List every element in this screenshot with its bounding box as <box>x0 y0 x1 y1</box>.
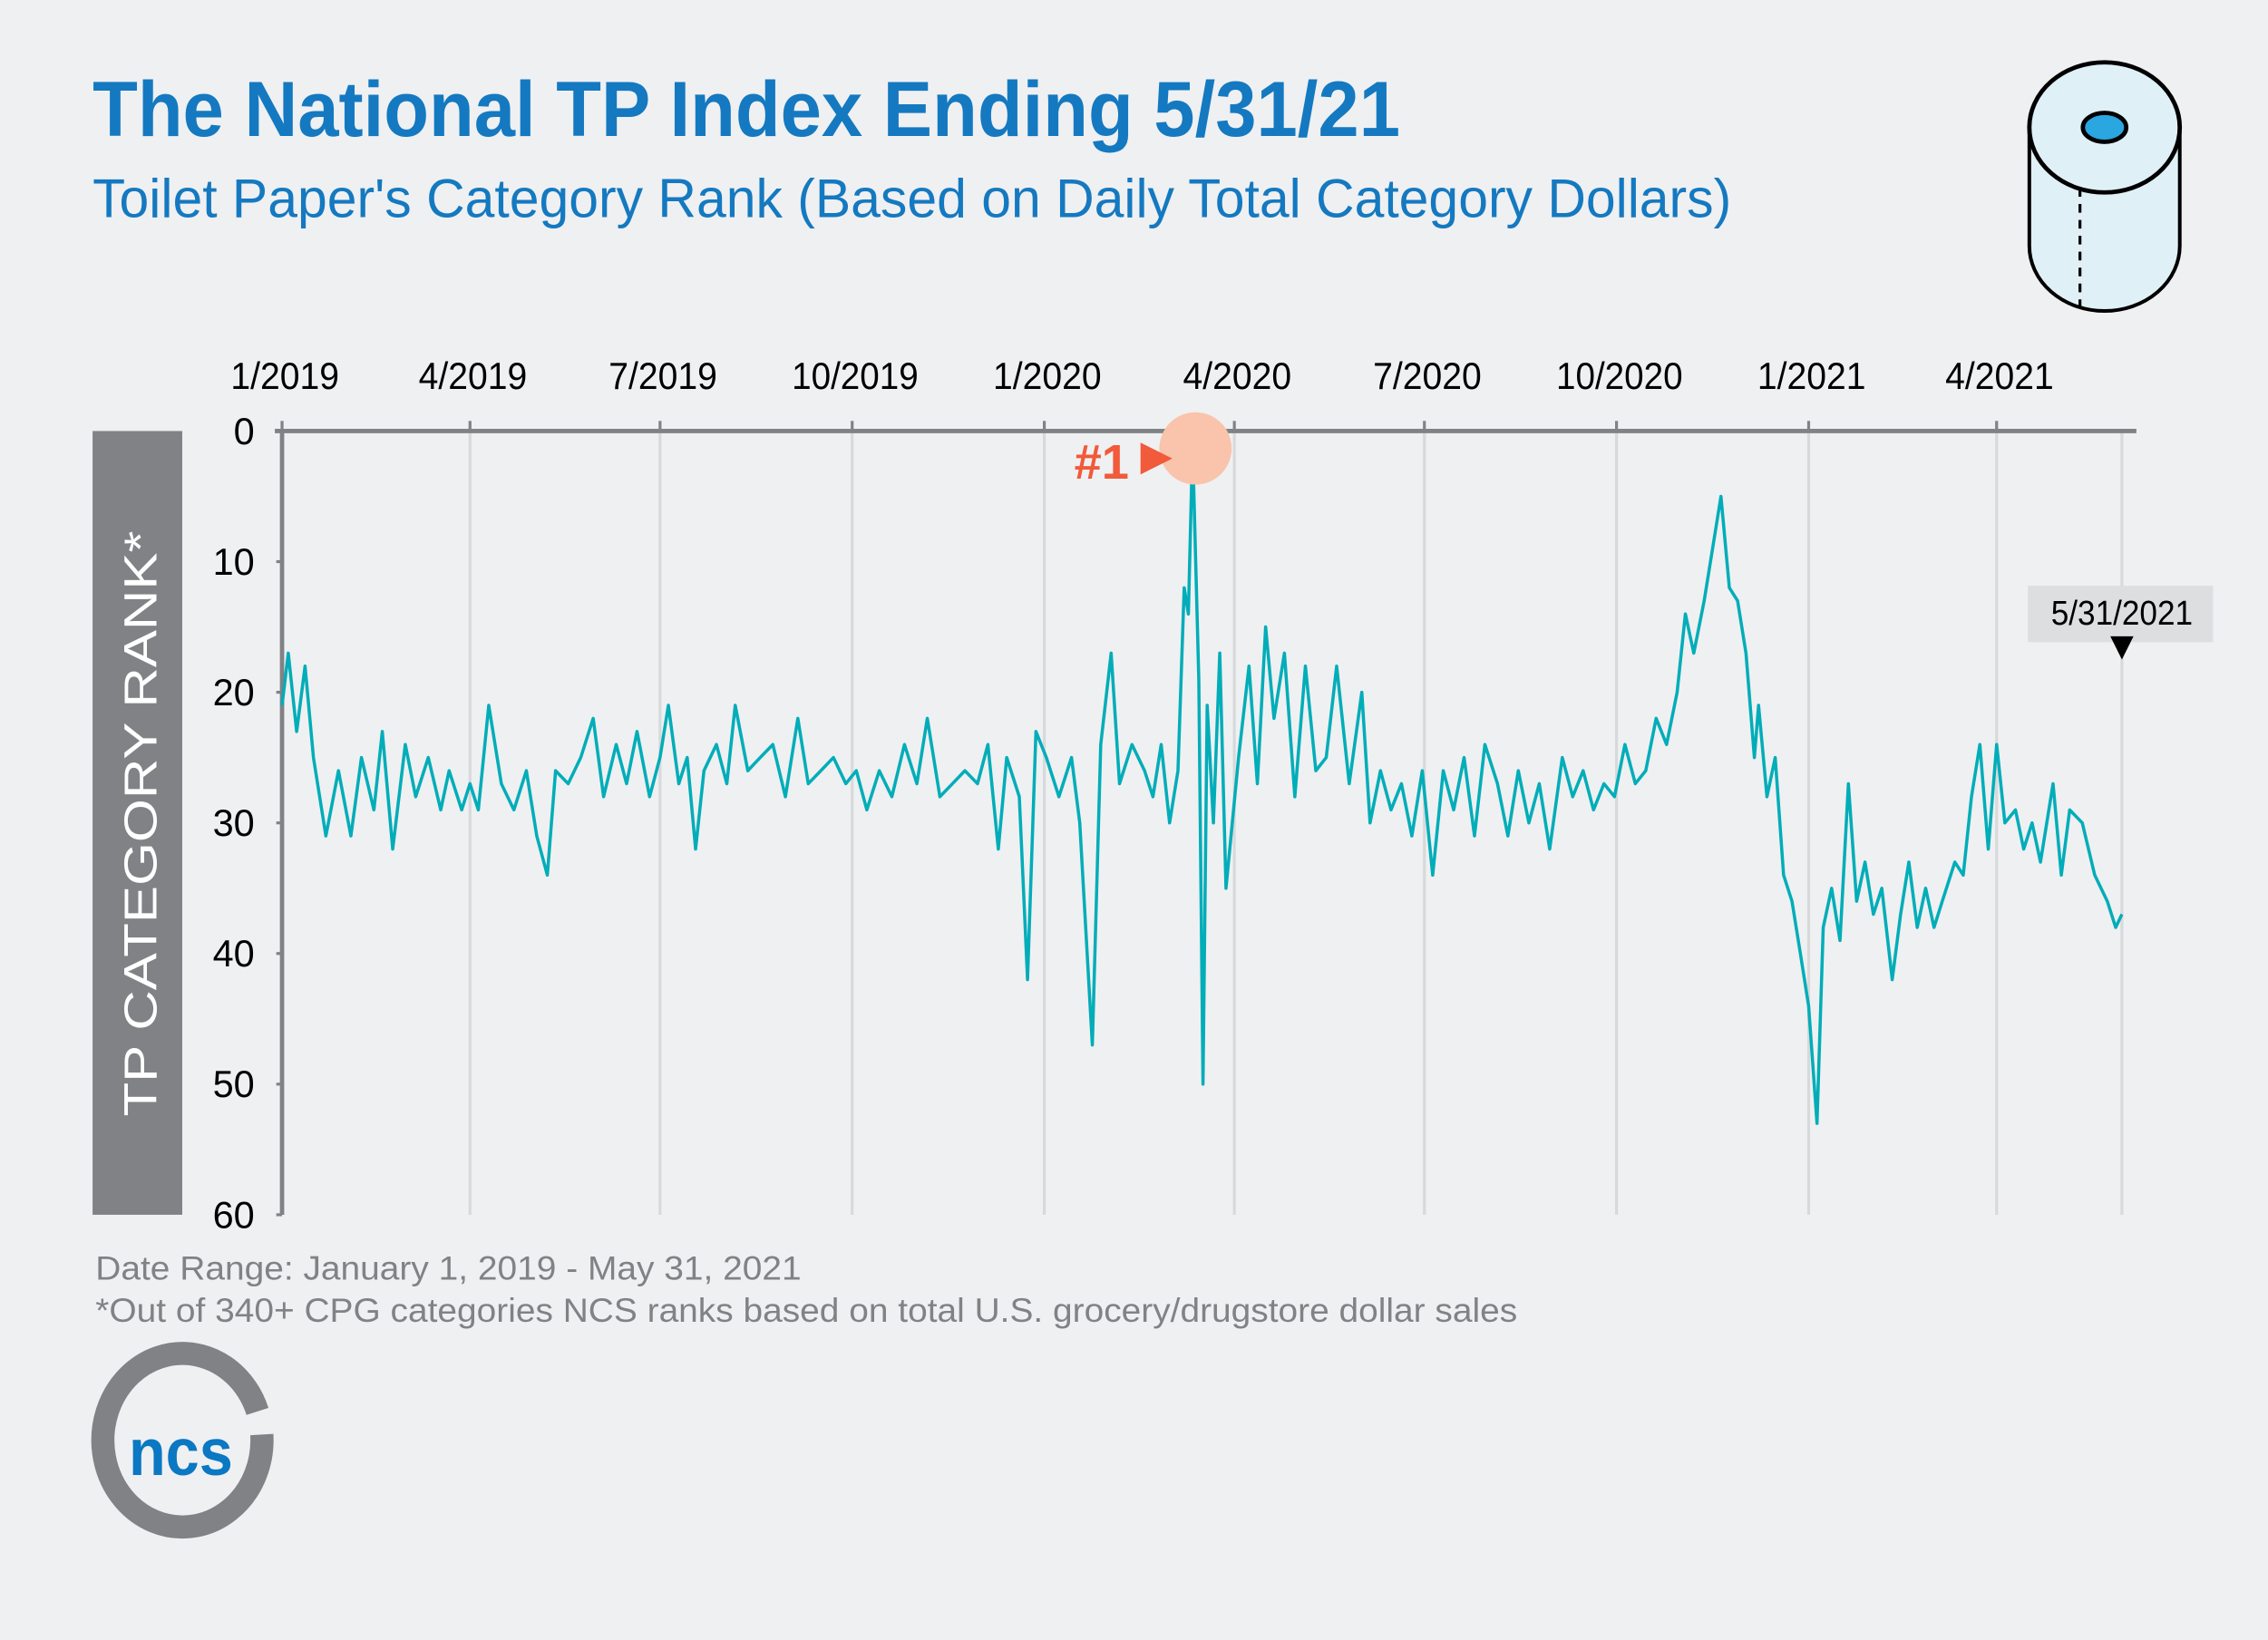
x-tick-label: 1/2020 <box>993 354 1102 397</box>
y-tick-labels: 0 10 20 30 40 50 60 <box>213 410 255 1237</box>
ncs-logo-text: ncs <box>129 1415 233 1490</box>
peak-label: #1 <box>1075 435 1129 490</box>
y-tick-label: 10 <box>213 540 255 583</box>
x-tick-label: 4/2021 <box>1945 354 2054 397</box>
x-tick-label: 1/2019 <box>230 354 339 397</box>
end-date-arrow-icon <box>2110 636 2134 660</box>
toilet-paper-roll-icon <box>2027 60 2183 313</box>
peak-annotation: #1 <box>1075 412 1232 490</box>
x-tick-label: 4/2019 <box>419 354 528 397</box>
gridlines <box>468 431 2124 1215</box>
end-date-annotation: 5/31/2021 <box>2028 586 2214 660</box>
y-tick-label: 40 <box>213 932 255 975</box>
y-tick-label: 50 <box>213 1063 255 1105</box>
x-tick-label: 7/2020 <box>1373 354 1482 397</box>
date-range-note: Date Range: January 1, 2019 - May 31, 20… <box>95 1250 801 1287</box>
y-tick-label: 20 <box>213 671 255 713</box>
x-tick-label: 4/2020 <box>1183 354 1292 397</box>
x-tick-label: 10/2020 <box>1556 354 1683 397</box>
series-line <box>280 442 2124 1125</box>
y-axis-title: TP CATEGORY RANK* <box>114 530 166 1116</box>
peak-arrow-icon <box>1140 442 1173 475</box>
end-date-label: 5/31/2021 <box>2051 594 2193 633</box>
x-tick-labels: 1/2019 4/2019 7/2019 10/2019 1/2020 4/2020 7/2… <box>230 354 2053 397</box>
x-tick-label: 1/2021 <box>1757 354 1866 397</box>
y-tick-label: 0 <box>234 410 255 452</box>
footnote: *Out of 340+ CPG categories NCS ranks ba… <box>95 1292 1517 1329</box>
page-title: The National TP Index Ending 5/31/21 <box>92 66 1400 153</box>
x-tick-label: 7/2019 <box>608 354 717 397</box>
y-axis-title-box: TP CATEGORY RANK* <box>92 431 182 1215</box>
x-tick-label: 10/2019 <box>792 354 919 397</box>
y-tick-label: 30 <box>213 801 255 844</box>
peak-highlight-circle <box>1159 412 1232 485</box>
ncs-logo: ncs <box>91 1342 274 1539</box>
page-subtitle: Toilet Paper's Category Rank (Based on D… <box>92 167 1731 228</box>
y-tick-label: 60 <box>213 1193 255 1236</box>
